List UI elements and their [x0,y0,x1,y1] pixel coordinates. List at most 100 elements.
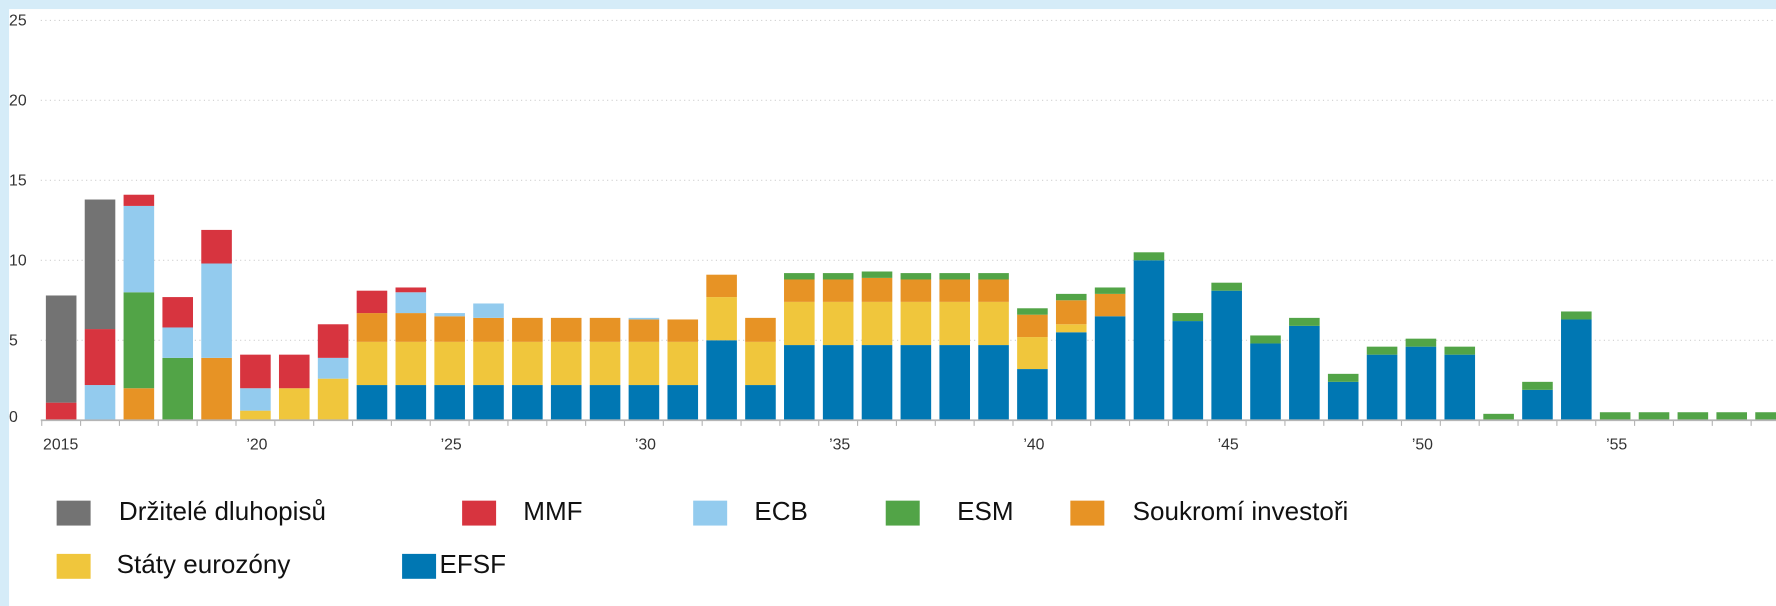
bar-segment [939,273,971,280]
bar-segment [278,388,310,421]
legend-swatch [462,500,497,526]
bar-segment [745,317,776,342]
bar-segment [162,327,194,358]
bar-segment [1677,412,1709,421]
bar-segment [1522,381,1553,390]
y-tick-label: 15 [9,173,27,190]
bar-segment [706,340,737,421]
bar-segment [861,345,893,421]
bar-segment [473,303,504,318]
x-tick-label: ’50 [1412,436,1433,453]
bar-segment [628,385,660,421]
legend-swatch [56,553,91,579]
x-tick-label: ’25 [441,436,462,453]
bar-segment [1755,412,1776,421]
bar-segment [395,385,427,421]
bar-segment [1133,260,1165,421]
bar-segment [278,354,310,389]
legend-label: Soukromí investoři [1133,496,1349,526]
bar-segment [667,341,699,386]
bar-segment [1289,317,1320,326]
bar-segment [473,317,504,342]
bar-segment [784,279,815,302]
bar-segment [434,341,465,386]
bar-segment [861,271,893,278]
x-tick-label: ’20 [246,436,267,453]
bar-segment [589,385,621,421]
bar-segment [628,319,660,342]
bar-segment [628,341,660,386]
bar-segment [1327,381,1359,421]
bar-segment [356,341,388,386]
bar-segment [434,313,465,317]
bar-segment [706,274,737,298]
bar-segment [1094,287,1126,294]
bar-segment [1366,346,1398,355]
bar-segment [1055,324,1087,333]
bar-segment [1017,337,1048,370]
bar-segment [45,295,77,403]
bar-segment [84,385,116,421]
legend-label: ESM [957,496,1013,526]
bar-segment [1094,293,1126,317]
bar-segment [939,279,971,302]
bar-segment [317,378,349,421]
bar-segment [745,341,776,386]
bar-segment [1599,412,1631,421]
legend-swatch [693,500,728,526]
bar-segment [978,279,1009,302]
legend-label: EFSF [439,549,506,579]
bar-segment [1405,346,1437,421]
bar-segment [434,316,465,342]
bar-segment [395,341,427,386]
bar-segment [512,385,543,421]
bar-segment [1250,343,1281,421]
bar-segment [1055,293,1087,301]
bar-segment [84,199,116,330]
bar-segment [512,341,543,386]
legend-label: Státy eurozóny [117,549,291,579]
bar-segment [978,345,1009,421]
bar-segment [240,354,271,389]
bar-segment [317,357,349,379]
bar-segment [1017,308,1048,315]
y-tick-label: 20 [9,93,27,110]
bar-segment [900,273,932,280]
bar-segment [978,301,1009,346]
bar-segment [45,402,77,421]
bar-segment [822,273,854,280]
bar-segment [356,385,388,421]
bar-segment [1522,389,1553,421]
bar-segment [822,345,854,421]
x-tick-label: ’45 [1218,436,1239,453]
legend-swatch [1070,500,1105,526]
bar-segment [589,341,621,386]
y-tick-label: 10 [9,253,27,270]
bar-segment [434,385,465,421]
bar-segment [1172,321,1204,421]
bar-segment [1638,412,1670,421]
bar-segment [667,385,699,421]
bar-segment [900,279,932,302]
bar-segment [356,313,388,342]
legend-swatch [402,553,437,579]
bar-segment [745,385,776,421]
y-tick-label: 0 [9,409,18,426]
bar-segment [84,329,116,386]
bar-segment [1483,413,1514,421]
x-tick-label: 2015 [43,436,78,453]
bar-segment [1716,412,1748,421]
bar-segment [123,205,155,293]
bar-segment [784,273,815,280]
bar-segment [861,277,893,302]
bar-segment [1250,335,1281,344]
bar-segment [784,345,815,421]
legend-swatch [885,500,920,526]
bar-segment [201,229,232,264]
bar-segment [900,345,932,421]
bar-segment [1405,338,1437,347]
legend-label: ECB [754,496,808,526]
bar-segment [162,357,194,421]
